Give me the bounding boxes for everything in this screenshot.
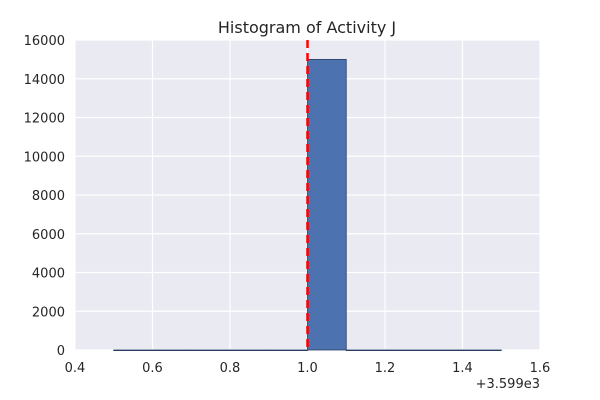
- y-tick-label: 14000: [24, 73, 65, 88]
- x-tick-label: 0.4: [65, 361, 86, 376]
- y-tick-labels: 0 2000 4000 6000 8000 10000 12000 14000 16000: [24, 34, 65, 359]
- histogram-bar: [423, 349, 463, 352]
- x-axis-offset-label: +3.599e3: [476, 377, 540, 392]
- x-tick-label: 1.0: [297, 361, 318, 376]
- y-tick-label: 16000: [24, 34, 65, 49]
- histogram-bar: [462, 349, 502, 352]
- y-tick-label: 0: [57, 344, 65, 359]
- histogram-bar: [229, 349, 270, 352]
- y-tick-label: 4000: [32, 267, 65, 282]
- x-tick-labels: 0.4 0.6 0.8 1.0 1.2 1.4 1.6: [65, 361, 551, 376]
- y-tick-label: 2000: [32, 305, 65, 320]
- chart-title: Histogram of Activity J: [218, 18, 396, 37]
- histogram-bar: [307, 58, 347, 351]
- histogram-bar: [152, 349, 192, 352]
- histogram-bar: [190, 349, 231, 352]
- x-tick-label: 0.8: [220, 361, 241, 376]
- histogram-bar: [345, 349, 386, 352]
- y-tick-label: 8000: [32, 189, 65, 204]
- y-tick-label: 6000: [32, 228, 65, 243]
- histogram-bars: [113, 58, 502, 352]
- y-tick-label: 12000: [24, 112, 65, 127]
- histogram-bar: [268, 349, 308, 352]
- histogram-bar: [384, 349, 425, 352]
- x-tick-label: 1.2: [375, 361, 396, 376]
- x-tick-label: 1.6: [530, 361, 551, 376]
- x-tick-label: 1.4: [452, 361, 473, 376]
- x-tick-label: 0.6: [142, 361, 163, 376]
- y-tick-label: 10000: [24, 150, 65, 165]
- histogram-bar: [113, 349, 153, 352]
